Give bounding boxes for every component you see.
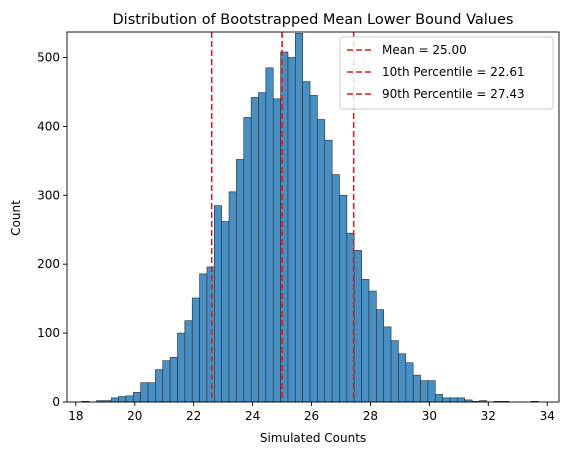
x-tick-label: 22 [186,409,201,423]
histogram-bar [118,396,127,403]
histogram-bar [132,392,141,403]
histogram-bar [125,395,134,403]
histogram-bar [434,394,443,403]
legend-entry: 10th Percentile = 22.61 [382,65,525,79]
axes [66,31,560,403]
histogram-bar [390,340,399,403]
y-tick-label: 400 [37,119,60,133]
histogram-bar [376,309,385,403]
histogram-bar [324,139,333,403]
y-tick-label: 0 [52,395,60,409]
x-tick-label: 26 [304,409,319,423]
histogram-bar [272,98,281,403]
y-tick-label: 200 [37,257,60,271]
histogram-bar [368,290,377,403]
histogram-bar [155,369,164,403]
chart-title: Distribution of Bootstrapped Mean Lower … [113,12,514,28]
x-tick-label: 24 [245,409,260,423]
histogram-bar [361,279,370,403]
histogram-bar [147,382,156,403]
legend-entry: Mean = 25.00 [382,43,467,57]
histogram-bar [243,117,252,403]
histogram-bar [214,205,222,403]
histogram-bar [420,380,429,403]
x-tick-label: 28 [363,409,378,423]
histogram-bar [162,360,171,403]
histogram-bar [228,191,237,403]
histogram-bar [309,95,318,403]
histogram-bar [221,221,230,403]
histogram-bar [302,81,311,403]
x-tick-label: 18 [68,409,83,423]
histogram-bar [140,382,149,403]
histogram-bar [177,332,186,403]
histogram-bar [412,374,421,403]
histogram-bar [457,397,466,403]
legend-entry: 90th Percentile = 27.43 [382,87,525,101]
histogram-bar [110,397,119,403]
y-tick-label: 300 [37,188,60,202]
histogram-bar [287,57,296,403]
histogram-bar [449,397,458,403]
histogram-bar [427,380,436,403]
x-tick-label: 32 [481,409,496,423]
histogram-bar [317,119,326,403]
histogram-bar [206,266,215,403]
histogram-bar [405,362,414,403]
histogram-bar [339,194,348,403]
legend-box [339,36,554,110]
histogram-bar [331,174,340,403]
x-tick-label: 34 [540,409,555,423]
histogram-bars [81,33,539,403]
histogram-bar [442,397,451,403]
histogram-bar [265,67,274,403]
histogram-bar [199,273,208,403]
x-axis-label: Simulated Counts [260,431,366,445]
histogram-bar [383,326,392,403]
histogram-bar [258,92,267,403]
y-tick-label: 500 [37,50,60,64]
y-axis-label: Count [9,200,23,236]
legend: Mean = 25.00 10th Percentile = 22.61 90th … [339,36,554,110]
histogram-bar [236,159,245,403]
plot-frame [66,31,560,403]
x-tick-label: 30 [422,409,437,423]
histogram-bar [191,297,200,403]
ticks: 18 20 22 24 26 28 30 32 34 0 100 200 300 400 500 [37,50,555,423]
x-tick-label: 20 [127,409,142,423]
histogram-bar [295,33,303,403]
reference-lines [210,32,355,402]
y-tick-label: 100 [37,326,60,340]
histogram-bar [169,356,178,403]
histogram-bar [353,250,362,403]
histogram-bar [250,97,259,403]
histogram-bar [184,320,193,403]
histogram-bar [398,353,407,403]
